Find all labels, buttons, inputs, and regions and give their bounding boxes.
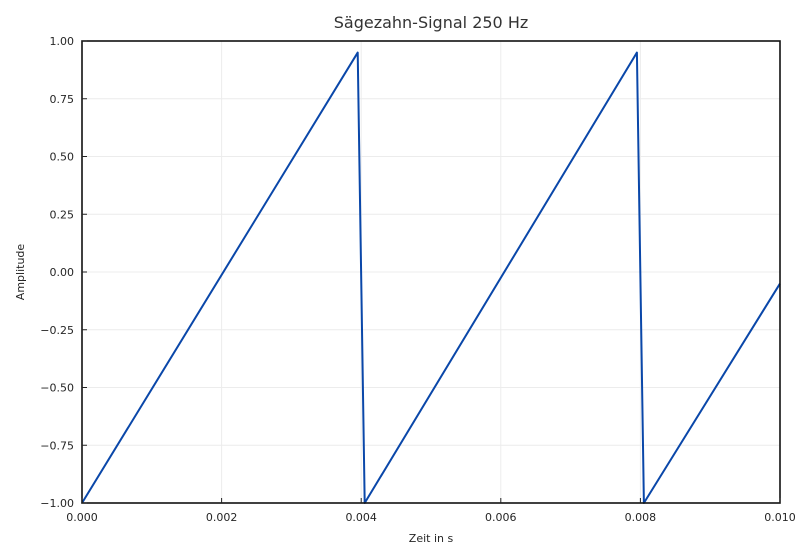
y-tick-label: 0.00 [50, 266, 75, 279]
x-tick-label: 0.010 [764, 511, 796, 524]
y-tick-label: 0.25 [50, 208, 75, 221]
ticks: 0.000 0.002 0.004 0.006 0.008 0.010 1.00 0.75 0.… [40, 35, 795, 524]
x-tick-label: 0.006 [485, 511, 517, 524]
x-tick-label: 0.002 [206, 511, 238, 524]
series-layer [81, 51, 781, 504]
chart-title: Sägezahn-Signal 250 Hz [334, 13, 529, 32]
series-line [81, 51, 781, 504]
y-tick-label: −0.75 [40, 439, 74, 452]
y-tick-label: −0.25 [40, 324, 74, 337]
y-tick-label: −1.00 [40, 497, 74, 510]
y-axis-label: Amplitude [14, 244, 27, 301]
x-axis-label: Zeit in s [409, 532, 454, 545]
x-tick-label: 0.004 [345, 511, 377, 524]
y-tick-label: 0.75 [50, 93, 75, 106]
x-tick-label: 0.008 [625, 511, 657, 524]
x-tick-label: 0.000 [66, 511, 98, 524]
y-tick-label: 1.00 [50, 35, 75, 48]
grid [81, 40, 781, 504]
y-tick-label: −0.50 [40, 382, 74, 395]
y-tick-label: 0.50 [50, 151, 75, 164]
